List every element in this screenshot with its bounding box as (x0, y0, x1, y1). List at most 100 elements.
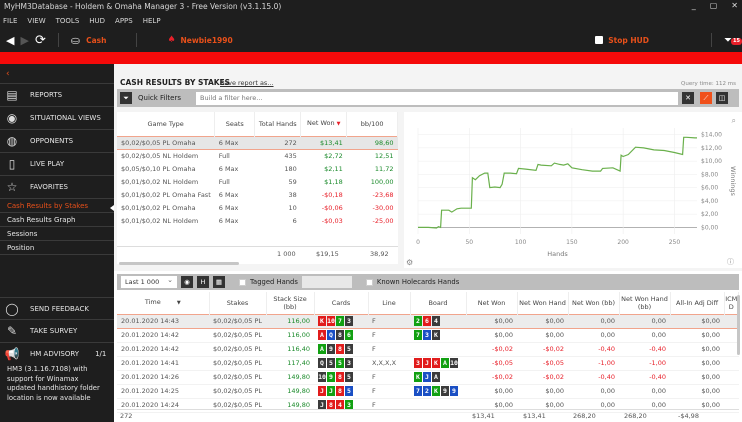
player-selector[interactable]: ♠ Newbie1990 (167, 35, 232, 45)
col-bb-100[interactable]: bb/100 (346, 112, 398, 136)
seats: 6 Max (218, 216, 239, 225)
col-time[interactable]: Time ▼ (117, 292, 210, 314)
col-line[interactable]: Line (368, 292, 411, 314)
settings-gear-icon[interactable]: ⚙ (406, 258, 414, 267)
sidebar-item-situational-views[interactable]: ◉ SITUATIONAL VIEWS (0, 107, 114, 130)
graph-view-button[interactable]: ⟋ (700, 92, 712, 104)
col-net-won-hand-bb[interactable]: Net Won Hand (bb) (619, 292, 671, 314)
menu-hud[interactable]: HUD (89, 17, 106, 25)
net-won: $0,00 (466, 398, 518, 413)
hand-row[interactable]: 20.01.2020 14:24 $0,02/$0,05 PL 149,80 J 8 4 3… (117, 398, 739, 413)
stakes-row[interactable]: $0,01/$0,02 NL Holdem Full 59 $1,18 100,00 (117, 175, 398, 188)
col-seats[interactable]: Seats (214, 112, 256, 136)
eye-toggle-button[interactable]: ◉ (181, 276, 193, 288)
forward-arrow-icon[interactable]: ▶ (20, 33, 29, 47)
stakes-row[interactable]: $0,02/$0,05 PL Omaha 6 Max 272 $13,41 98,60 (117, 135, 398, 150)
sidebar-collapse-button[interactable]: ‹ (0, 64, 114, 84)
hand-row[interactable]: 20.01.2020 14:41 $0,02/$0,05 PL 117,40 Q 5 5 3… (117, 356, 739, 371)
allin-adj-diff: $0,00 (670, 398, 725, 413)
stakes-row[interactable]: $0,01/$0,02 PL Omaha 6 Max 10 -$0,06 -30,00 (117, 201, 398, 214)
hand-row[interactable]: 20.01.2020 14:43 $0,02/$0,05 PL 116,00 K 10 7… (117, 313, 739, 329)
col-total-hands[interactable]: Total Hands (254, 112, 302, 136)
favorite-position[interactable]: Position (0, 241, 114, 255)
net-won: $0,00 (466, 328, 518, 343)
menu-apps[interactable]: APPS (115, 17, 133, 25)
grid-view-button[interactable]: ▦ (213, 276, 225, 288)
favorite-sessions[interactable]: Sessions (0, 227, 114, 241)
tag-select-dropdown[interactable] (301, 276, 352, 288)
info-icon[interactable]: ⓘ (727, 258, 734, 266)
clear-filter-button[interactable]: ✕ (682, 92, 694, 104)
sidebar-item-favorites[interactable]: ☆ FAVORITES (0, 176, 114, 199)
seats: Full (218, 177, 230, 186)
refresh-icon[interactable]: ⟳ (34, 32, 46, 48)
close-icon[interactable]: ✕ (731, 1, 738, 10)
hm-advisory-header[interactable]: 📢 HM ADVISORY 1/1 (0, 343, 114, 365)
filter-input[interactable] (196, 91, 678, 105)
hand-row[interactable]: 20.01.2020 14:42 $0,02/$0,05 PL 116,00 A Q 8 6… (117, 328, 739, 343)
menu-tools[interactable]: TOOLS (55, 17, 80, 25)
filter-icon[interactable]: ⏷ (120, 92, 132, 104)
stakes-row[interactable]: $0,05/$0,10 PL Omaha 6 Max 180 $2,11 11,72 (117, 162, 398, 175)
vertical-scrollbar[interactable] (737, 295, 740, 355)
col-game-type[interactable]: Game Type (117, 112, 216, 136)
menu-help[interactable]: HELP (142, 17, 161, 25)
take-survey-button[interactable]: ✎ TAKE SURVEY (0, 320, 114, 343)
hand-time: 20.01.2020 14:24 (117, 398, 209, 413)
hand-row[interactable]: 20.01.2020 14:26 $0,02/$0,05 PL 149,80 10 9 8… (117, 370, 739, 385)
col-allin-adj-diff[interactable]: All-In Adj Diff (670, 292, 725, 314)
game-type: $0,01/$0,02 PL Omaha Fast (121, 190, 211, 199)
hand-range-select[interactable]: Last 1 000 (121, 274, 177, 288)
advisory-message[interactable]: HM3 (3.1.16.7108) with support for Winam… (7, 365, 100, 402)
menu-bar: FILE VIEW TOOLS HUD APPS HELP (0, 14, 742, 28)
stop-hud-checkbox[interactable] (595, 36, 604, 44)
net-won: -$0,18 (321, 190, 343, 199)
maximize-icon[interactable]: ▢ (709, 1, 718, 10)
known-holecards-checkbox[interactable] (365, 278, 373, 286)
hand-row[interactable]: 20.01.2020 14:42 $0,02/$0,05 PL 116,40 A 9 8 5… (117, 342, 739, 357)
back-arrow-icon[interactable]: ◀ (6, 33, 15, 47)
bb-per-100: -23,68 (372, 190, 394, 199)
tagged-hands-checkbox[interactable] (239, 278, 246, 286)
h-button[interactable]: H (197, 276, 209, 288)
net-won: $2,72 (324, 151, 343, 160)
panel-layout-button[interactable]: ◫ (716, 92, 728, 104)
sidebar-item-reports[interactable]: ▤ REPORTS (0, 84, 114, 107)
zoom-icon[interactable]: ⌕ (731, 116, 736, 125)
advisory-title: HM ADVISORY (30, 350, 80, 358)
col-stakes[interactable]: Stakes (209, 292, 267, 314)
filter-button[interactable]: ⏷ 15 (724, 35, 742, 46)
sidebar-item-live-play[interactable]: ▯ LIVE PLAY (0, 153, 114, 176)
stakes-row[interactable]: $0,01/$0,02 PL Omaha Fast 6 Max 38 -$0,18 -2… (117, 188, 398, 201)
col-net-won-bb[interactable]: Net Won (bb) (568, 292, 620, 314)
send-feedback-button[interactable]: ◯ SEND FEEDBACK (0, 297, 114, 320)
horizontal-scrollbar[interactable] (119, 262, 239, 265)
minimize-icon[interactable]: _ (691, 1, 696, 10)
col-board[interactable]: Board (410, 292, 467, 314)
favorite-cash-results-by-stakes[interactable]: Cash Results by Stakes (0, 199, 114, 213)
board-card: 9 (441, 386, 450, 396)
tagged-hands-label: Tagged Hands (250, 278, 298, 286)
stakes-row[interactable]: $0,02/$0,05 NL Holdem Full 435 $2,72 12,51 (117, 149, 398, 162)
seats: 6 Max (218, 190, 239, 199)
col-net-won[interactable]: Net Won (466, 292, 518, 314)
hand-time: 20.01.2020 14:41 (117, 356, 209, 371)
menu-view[interactable]: VIEW (27, 17, 46, 25)
x-tick-label: 50 (465, 239, 473, 246)
menu-file[interactable]: FILE (3, 17, 18, 25)
hand-row[interactable]: 20.01.2020 14:25 $0,02/$0,05 PL 149,80 J J 8 5… (117, 384, 739, 399)
col-stack-size[interactable]: Stack Size (bb) (266, 292, 315, 314)
board-card: 10 (450, 358, 459, 368)
col-net-won[interactable]: Net Won ▼ (300, 112, 348, 136)
col-cards[interactable]: Cards (314, 292, 369, 314)
game-type-selector[interactable]: ⛀ Cash (71, 34, 107, 47)
save-report-link[interactable]: Save report as... (220, 79, 274, 87)
total-hands: 180 (284, 164, 297, 173)
stakes-row[interactable]: $0,01/$0,02 NL Holdem 6 Max 6 -$0,03 -25,00 (117, 214, 398, 227)
stack-size: 117,40 (266, 356, 315, 371)
board-card: 6 (423, 316, 432, 326)
sidebar-item-opponents[interactable]: ◍ OPPONENTS (0, 130, 114, 153)
col-net-won-hand[interactable]: Net Won Hand (517, 292, 569, 314)
favorite-cash-results-graph[interactable]: Cash Results Graph (0, 213, 114, 227)
stop-hud-toggle[interactable]: Stop HUD (595, 36, 649, 45)
